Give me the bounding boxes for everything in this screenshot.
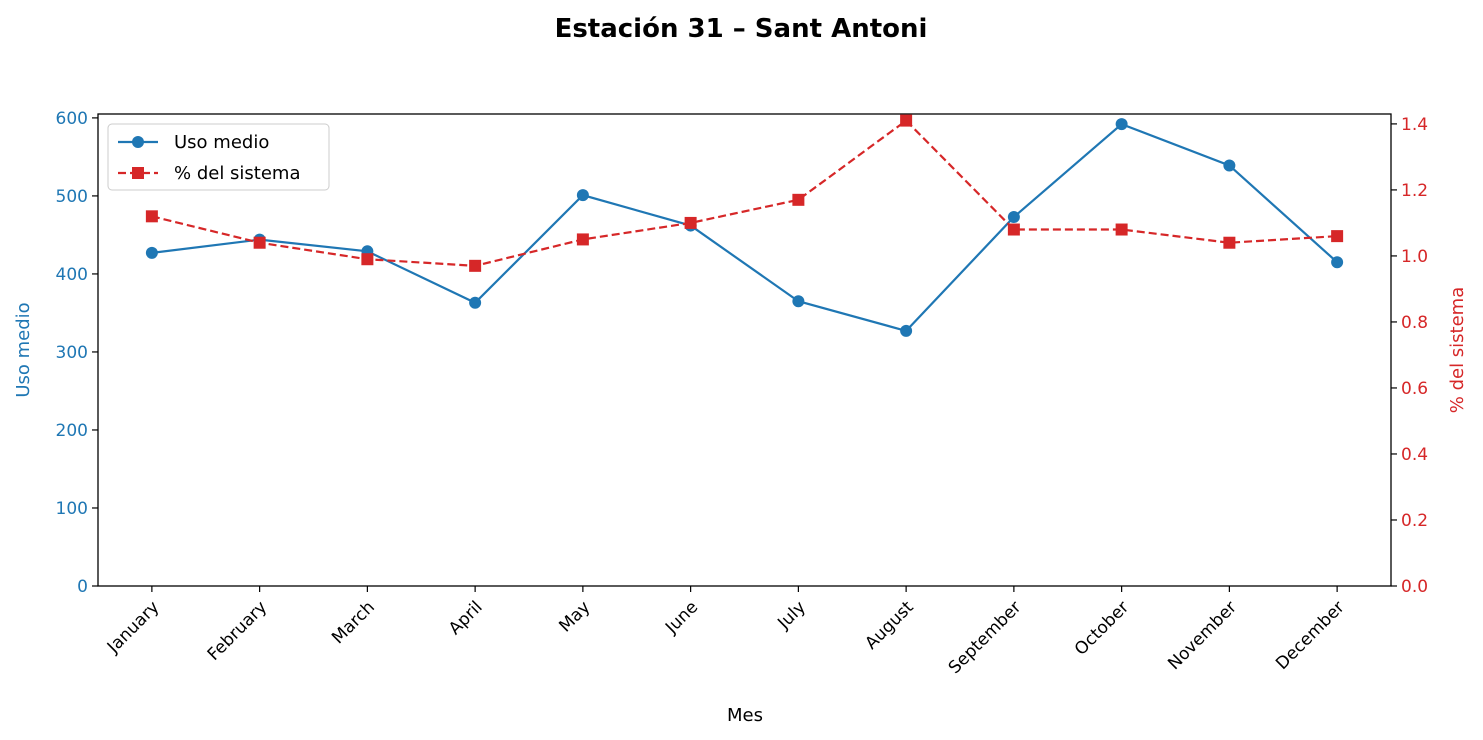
data-point [900,324,913,337]
data-point [576,233,589,246]
left-y-axis-label: Uso medio [13,302,34,397]
left-y-tick-label: 300 [56,343,88,363]
x-tick-label: November [1164,597,1241,674]
right-y-tick-label: 1.2 [1401,181,1428,201]
x-tick-label: February [204,597,271,664]
right-y-tick-label: 0.8 [1401,313,1428,333]
legend-label: % del sistema [174,163,301,184]
data-point [1007,223,1020,236]
right-y-axis: 0.0 0.2 0.4 0.6 0.8 1.0 1.2 1.4 [1391,115,1428,597]
left-y-tick-label: 500 [56,187,88,207]
right-y-tick-label: 0.0 [1401,577,1428,597]
right-y-tick-label: 0.4 [1401,445,1428,465]
left-y-axis: 0 100 200 300 400 500 600 [56,109,98,597]
data-point [469,259,482,272]
x-tick-label: June [661,597,702,638]
series-line [151,119,1338,267]
right-y-tick-label: 1.0 [1401,247,1428,267]
plot-area [97,113,1392,587]
left-y-tick-label: 200 [56,421,88,441]
left-y-tick-label: 0 [77,577,88,597]
right-y-tick-label: 0.2 [1401,511,1428,531]
data-point [900,114,913,127]
x-tick-label: July [773,597,809,633]
legend-label: Uso medio [174,132,269,153]
x-tick-label: March [328,597,379,648]
data-point [145,246,158,259]
right-y-tick-label: 0.6 [1401,379,1428,399]
left-y-tick-label: 400 [56,265,88,285]
left-y-tick-label: 600 [56,109,88,129]
data-point [1223,159,1236,172]
data-point [145,210,158,223]
x-tick-label: December [1272,597,1348,673]
x-tick-label: August [861,597,917,653]
data-point [1331,230,1344,243]
right-y-tick-label: 1.4 [1401,115,1428,135]
data-point [1331,256,1344,269]
data-point [253,236,266,249]
x-axis-label: Mes [727,705,763,726]
data-point [684,216,697,229]
data-point [576,189,589,202]
series-line [151,122,1338,333]
x-tick-label: April [445,597,487,639]
data-point [1223,236,1236,249]
series-layer [145,114,1344,337]
chart-title: Estación 31 – Sant Antoni [555,14,928,44]
left-y-tick-label: 100 [56,499,88,519]
data-point [1115,223,1128,236]
data-point [1007,210,1020,223]
data-point [361,253,374,266]
x-tick-label: September [945,597,1026,678]
legend: Uso medio % del sistema [107,123,330,191]
x-tick-label: May [555,597,594,636]
x-tick-label: January [103,597,163,657]
legend-marker [132,167,144,179]
series--del-sistema [145,114,1344,272]
right-y-axis-label: % del sistema [1447,287,1468,414]
data-point [792,193,805,206]
data-point [792,295,805,308]
plot-border [97,113,1392,587]
x-axis: January February March April May June July Augu… [103,586,1349,678]
legend-box [107,123,330,191]
data-point [469,296,482,309]
data-point [1115,118,1128,131]
x-tick-label: October [1071,597,1133,659]
legend-marker [132,136,144,148]
